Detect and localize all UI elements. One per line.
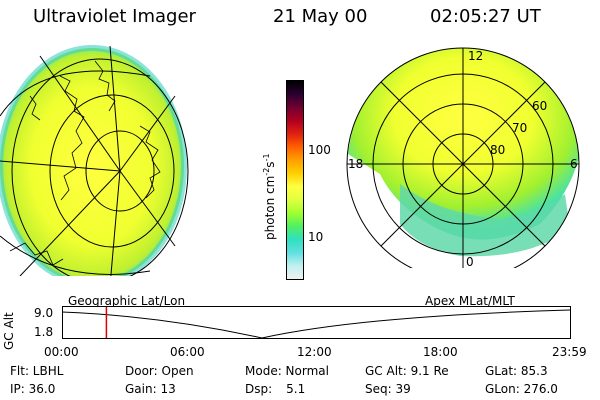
observation-time: 02:05:27 UT bbox=[430, 6, 541, 27]
glon-info: GLon: 276.0 bbox=[485, 382, 558, 396]
observation-date: 21 May 00 bbox=[273, 6, 368, 27]
filter-info: Flt: LBHL bbox=[10, 364, 64, 378]
mlt-label-0: 0 bbox=[466, 255, 474, 268]
mlt-label-18: 18 bbox=[348, 157, 363, 171]
xtick-0000: 00:00 bbox=[44, 345, 79, 359]
timeline-right-caption: Apex MLat/MLT bbox=[425, 294, 515, 308]
mlt-label-6: 6 bbox=[570, 157, 578, 171]
colorbar-unit-label: photon cm-2s-1 bbox=[262, 153, 277, 240]
earth-disk bbox=[0, 48, 184, 276]
lat-label-70: 70 bbox=[512, 121, 527, 135]
seq-info: Seq: 39 bbox=[365, 382, 411, 396]
lat-lon-grid bbox=[0, 45, 189, 276]
ip-info: IP: 36.0 bbox=[10, 382, 56, 396]
gc-alt-info: GC Alt: 9.1 Re bbox=[365, 364, 449, 378]
xtick-1200: 12:00 bbox=[297, 345, 332, 359]
xtick-0600: 06:00 bbox=[170, 345, 205, 359]
timeline-ytick-top: 9.0 bbox=[34, 306, 54, 320]
polar-mlt-plot: 12 6 0 18 60 70 80 bbox=[346, 47, 580, 268]
altitude-curve bbox=[62, 309, 571, 339]
door-info: Door: Open bbox=[125, 364, 194, 378]
colorbar-tick-10: 10 bbox=[308, 230, 324, 244]
dsp-info: Dsp: 5.1 bbox=[245, 382, 306, 396]
gain-info: Gain: 13 bbox=[125, 382, 176, 396]
mode-info: Mode: Normal bbox=[245, 364, 329, 378]
timeline-ytick-bottom: 1.8 bbox=[34, 325, 54, 339]
xtick-1800: 18:00 bbox=[423, 345, 458, 359]
glat-info: GLat: 85.3 bbox=[485, 364, 548, 378]
timeline-left-caption: Geographic Lat/Lon bbox=[68, 294, 186, 308]
instrument-title: Ultraviolet Imager bbox=[33, 6, 196, 27]
lat-label-60: 60 bbox=[532, 99, 547, 113]
mlt-label-12: 12 bbox=[468, 49, 483, 63]
timeline-y-label: GC Alt bbox=[2, 312, 16, 350]
coastlines bbox=[9, 60, 161, 266]
colorbar-tick-100: 100 bbox=[308, 143, 331, 157]
xtick-2359: 23:59 bbox=[552, 345, 587, 359]
polar-grid bbox=[346, 47, 580, 268]
colorbar bbox=[286, 80, 304, 280]
lat-label-80: 80 bbox=[490, 143, 505, 157]
altitude-timeline bbox=[62, 306, 571, 339]
geographic-image bbox=[0, 45, 189, 276]
